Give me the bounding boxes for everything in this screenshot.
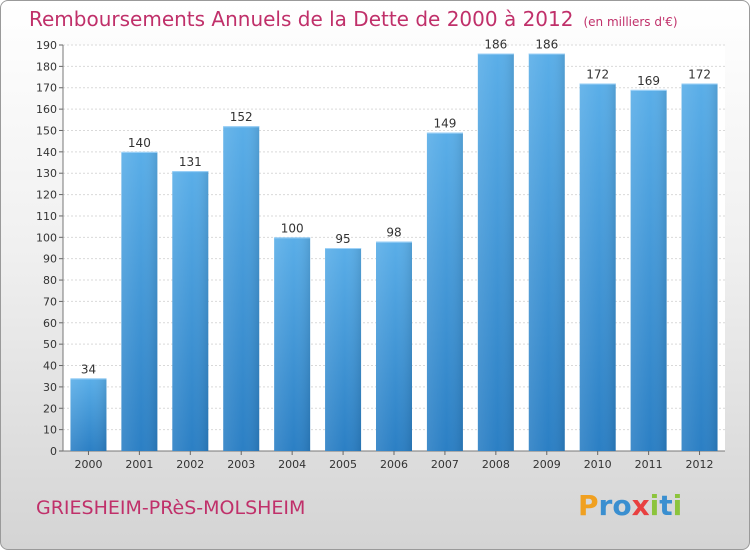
value-label: 34 (81, 362, 96, 376)
x-tick-label: 2000 (74, 458, 102, 471)
y-tick-label: 10 (43, 424, 57, 437)
bar-chart: 0 10 20 30 40 50 60 70 80 90 100 110 120 130 140 150 160… (36, 38, 725, 471)
logo-letter: i (672, 489, 683, 522)
bar-shade (630, 89, 667, 451)
y-tick-label: 0 (50, 445, 57, 458)
x-tick-label: 2001 (125, 458, 153, 471)
bar-shade (325, 248, 362, 451)
x-tick-label: 2011 (635, 458, 663, 471)
y-tick-label: 140 (36, 146, 57, 159)
x-tick-label: 2010 (584, 458, 612, 471)
y-tick-label: 190 (36, 39, 57, 52)
bar-shade (223, 126, 260, 451)
y-tick-label: 70 (43, 295, 57, 308)
value-label: 186 (535, 38, 558, 52)
y-tick-label: 50 (43, 338, 57, 351)
logo-letter: t (659, 489, 673, 522)
y-tick-label: 150 (36, 124, 57, 137)
value-label: 95 (335, 232, 350, 246)
value-label: 152 (230, 110, 253, 124)
x-tick-label: 2006 (380, 458, 408, 471)
value-label: 131 (179, 155, 202, 169)
x-tick-label: 2009 (533, 458, 561, 471)
value-label: 172 (586, 67, 609, 81)
x-tick-label: 2003 (227, 458, 255, 471)
x-tick-label: 2002 (176, 458, 204, 471)
logo-letter: r (598, 489, 613, 522)
bar-shade (528, 53, 565, 452)
logo-letter: x (631, 489, 650, 522)
bar-shade (477, 53, 514, 452)
bar-shade (376, 241, 412, 451)
bar-shade (274, 237, 311, 451)
value-label: 149 (433, 117, 456, 131)
proxiti-logo: Proxiti (578, 489, 682, 522)
bar-shade (579, 83, 616, 451)
bar-shade (70, 378, 107, 451)
logo-letter: o (612, 489, 632, 522)
chart-title: Remboursements Annuels de la Dette de 20… (29, 7, 678, 31)
y-tick-label: 60 (43, 317, 57, 330)
y-tick-label: 120 (36, 189, 57, 202)
x-tick-label: 2004 (278, 458, 306, 471)
value-label: 98 (386, 226, 401, 240)
logo-letter: i (649, 489, 660, 522)
bar-shade (121, 151, 158, 451)
chart-title-text: Remboursements Annuels de la Dette de 20… (29, 7, 574, 31)
bar-shade (681, 83, 718, 451)
y-tick-label: 30 (43, 381, 57, 394)
value-label: 140 (128, 136, 151, 150)
y-tick-label: 160 (36, 103, 57, 116)
x-tick-label: 2007 (431, 458, 459, 471)
city-name: GRIESHEIM-PRèS-MOLSHEIM (36, 497, 306, 519)
y-tick-label: 180 (36, 60, 57, 73)
value-label: 186 (484, 38, 507, 52)
chart-subtitle: (en milliers d'€) (583, 15, 678, 29)
value-label: 169 (637, 74, 660, 88)
y-tick-label: 100 (36, 231, 57, 244)
y-tick-label: 110 (36, 210, 57, 223)
y-tick-label: 20 (43, 402, 57, 415)
bar-shade (172, 171, 209, 452)
y-tick-label: 170 (36, 82, 57, 95)
x-tick-label: 2008 (482, 458, 510, 471)
y-tick-label: 40 (43, 360, 57, 373)
value-label: 172 (688, 67, 711, 81)
logo-letter: P (578, 489, 599, 522)
y-tick-label: 130 (36, 167, 57, 180)
y-tick-label: 80 (43, 274, 57, 287)
value-label: 100 (281, 221, 304, 235)
bar-shade (426, 132, 463, 451)
x-tick-label: 2005 (329, 458, 357, 471)
y-tick-label: 90 (43, 253, 57, 266)
x-tick-label: 2012 (686, 458, 714, 471)
